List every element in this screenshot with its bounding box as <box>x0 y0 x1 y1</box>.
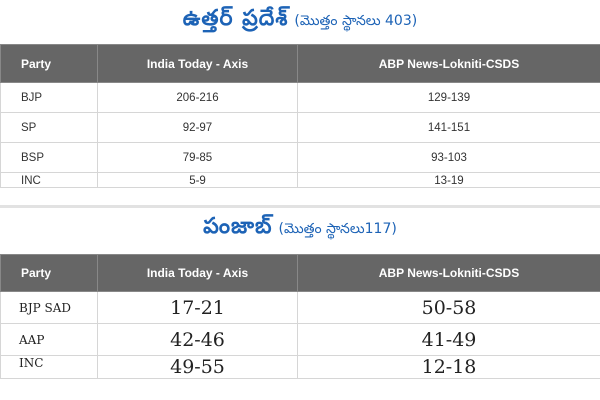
table-header-row: Party India Today - Axis ABP News-Loknit… <box>0 254 600 292</box>
table-row: INC 49-55 12-18 <box>0 355 600 379</box>
uttar-pradesh-seat-count: (మొత్తం స్థానలు 403) <box>294 13 418 29</box>
uttar-pradesh-table: Party India Today - Axis ABP News-Loknit… <box>0 44 600 188</box>
uttar-pradesh-title: ఉత్తర్ ప్రదేశ్ (మొత్తం స్థానలు 403) <box>0 0 600 44</box>
punjab-seat-count: (మొత్తం స్థానలు117) <box>278 221 397 237</box>
india-today-cell: 79-85 <box>97 142 298 173</box>
party-cell: BJP <box>0 82 98 113</box>
india-today-cell: 17-21 <box>97 291 298 324</box>
header-party: Party <box>0 44 98 83</box>
table-row: BSP 79-85 93-103 <box>0 142 600 173</box>
table-row: BJP 206-216 129-139 <box>0 82 600 113</box>
header-abp-news: ABP News-Lokniti-CSDS <box>297 254 600 292</box>
panel-divider <box>0 205 600 208</box>
india-today-cell: 206-216 <box>97 82 298 113</box>
abp-cell: 12-18 <box>297 355 600 379</box>
punjab-table: Party India Today - Axis ABP News-Loknit… <box>0 254 600 379</box>
party-cell: SP <box>0 112 98 143</box>
table-header-row: Party India Today - Axis ABP News-Loknit… <box>0 44 600 83</box>
abp-cell: 13-19 <box>297 172 600 188</box>
party-cell: BSP <box>0 142 98 173</box>
party-cell: INC <box>0 355 98 379</box>
table-row: INC 5-9 13-19 <box>0 172 600 188</box>
punjab-title: పంజాబ్ (మొత్తం స్థానలు117) <box>0 208 600 254</box>
abp-cell: 50-58 <box>297 291 600 324</box>
header-party: Party <box>0 254 98 292</box>
india-today-cell: 42-46 <box>97 323 298 356</box>
india-today-cell: 92-97 <box>97 112 298 143</box>
abp-cell: 129-139 <box>297 82 600 113</box>
abp-cell: 93-103 <box>297 142 600 173</box>
abp-cell: 141-151 <box>297 112 600 143</box>
india-today-cell: 49-55 <box>97 355 298 379</box>
table-row: BJP SAD 17-21 50-58 <box>0 291 600 324</box>
party-cell: AAP <box>0 323 98 356</box>
party-cell: BJP SAD <box>0 291 98 324</box>
punjab-panel: పంజాబ్ (మొత్తం స్థానలు117) Party India To… <box>0 208 600 400</box>
table-row: SP 92-97 141-151 <box>0 112 600 143</box>
header-india-today-axis: India Today - Axis <box>97 44 298 83</box>
uttar-pradesh-heading: ఉత్తర్ ప్రదేశ్ <box>182 6 289 31</box>
india-today-cell: 5-9 <box>97 172 298 188</box>
punjab-heading: పంజాబ్ <box>203 214 273 239</box>
header-india-today-axis: India Today - Axis <box>97 254 298 292</box>
abp-cell: 41-49 <box>297 323 600 356</box>
table-row: AAP 42-46 41-49 <box>0 323 600 356</box>
party-cell: INC <box>0 172 98 188</box>
header-abp-news: ABP News-Lokniti-CSDS <box>297 44 600 83</box>
uttar-pradesh-panel: ఉత్తర్ ప్రదేశ్ (మొత్తం స్థానలు 403) Party… <box>0 0 600 188</box>
